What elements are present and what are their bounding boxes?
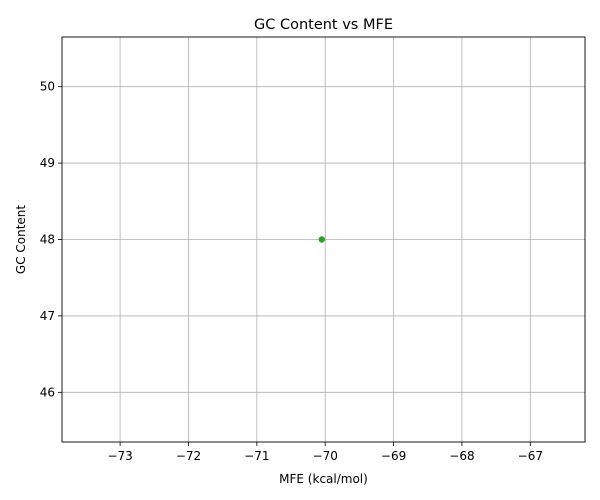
- x-axis-ticks: −73 −72 −71 −70 −69 −68 −67: [107, 442, 543, 463]
- data-points: [318, 236, 325, 243]
- grid-lines: [62, 37, 585, 442]
- x-tick-label: −72: [176, 449, 201, 463]
- data-point: [318, 236, 325, 243]
- x-tick-label: −67: [518, 449, 543, 463]
- y-tick-label: 50: [40, 80, 55, 94]
- y-axis-ticks: 46 47 48 49 50: [40, 80, 62, 399]
- x-tick-label: −71: [244, 449, 269, 463]
- y-tick-label: 47: [40, 309, 55, 323]
- x-tick-label: −69: [381, 449, 406, 463]
- x-tick-label: −68: [449, 449, 474, 463]
- y-tick-label: 48: [40, 233, 55, 247]
- y-tick-label: 46: [40, 385, 55, 399]
- x-tick-label: −70: [313, 449, 338, 463]
- y-tick-label: 49: [40, 156, 55, 170]
- y-axis-label: GC Content: [14, 205, 28, 275]
- x-tick-label: −73: [107, 449, 132, 463]
- x-axis-label: MFE (kcal/mol): [279, 472, 368, 486]
- plot-area-frame: [61, 36, 586, 443]
- chart-title: GC Content vs MFE: [254, 17, 393, 33]
